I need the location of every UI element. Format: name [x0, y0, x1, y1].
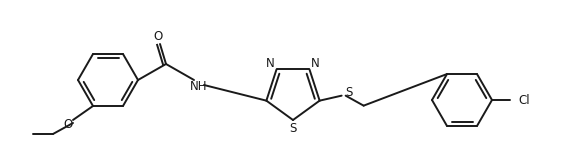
Text: N: N — [266, 57, 275, 70]
Text: NH: NH — [190, 81, 208, 93]
Text: S: S — [345, 86, 353, 99]
Text: S: S — [290, 122, 297, 134]
Text: Cl: Cl — [518, 93, 529, 106]
Text: N: N — [311, 57, 320, 70]
Text: O: O — [153, 30, 162, 44]
Text: O: O — [64, 118, 73, 132]
